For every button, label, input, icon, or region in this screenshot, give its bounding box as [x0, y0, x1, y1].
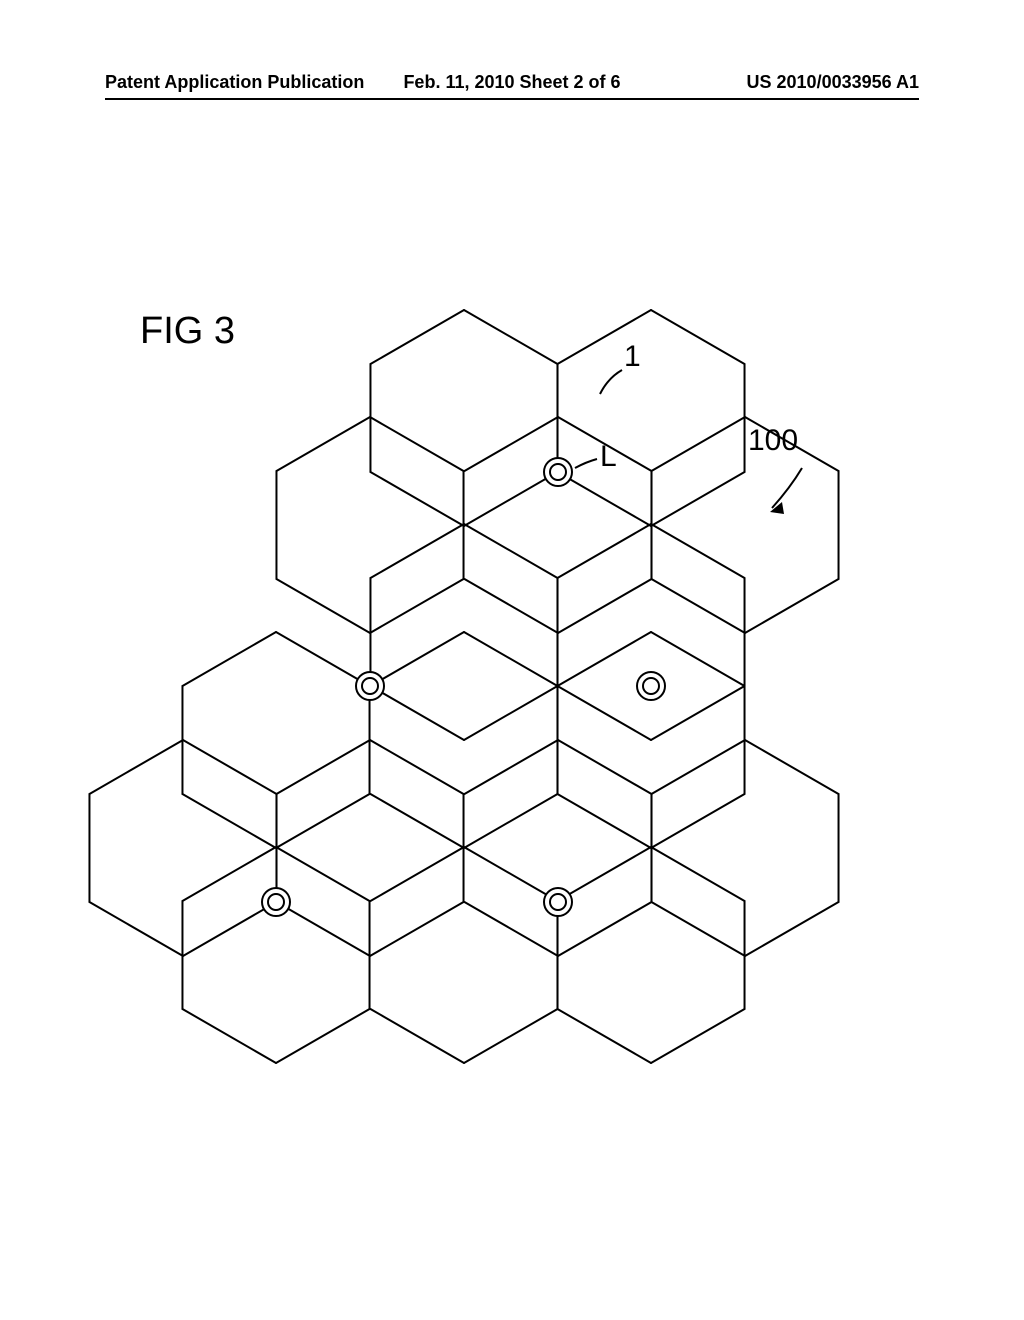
callout-ref-100: 100	[748, 424, 798, 458]
diagram-container	[0, 0, 1024, 1320]
callout-ref-L: L	[600, 440, 617, 474]
hexagon-diagram	[0, 0, 1024, 1320]
callout-ref-1: 1	[624, 340, 641, 374]
